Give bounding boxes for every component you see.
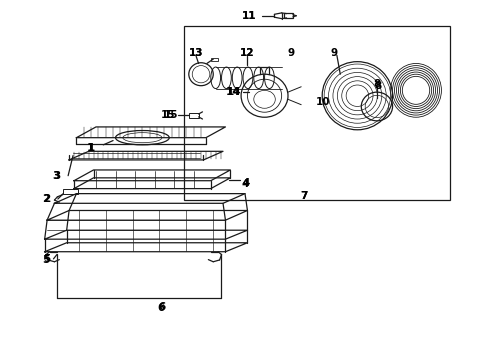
Text: 15: 15 bbox=[161, 110, 175, 120]
Text: 14: 14 bbox=[225, 87, 240, 97]
Text: 10: 10 bbox=[316, 97, 330, 107]
Text: 7: 7 bbox=[300, 191, 307, 201]
Text: 7: 7 bbox=[300, 191, 307, 201]
Text: 6: 6 bbox=[158, 302, 166, 312]
Text: 8: 8 bbox=[375, 81, 382, 91]
Text: 3: 3 bbox=[52, 171, 59, 181]
Text: 12: 12 bbox=[240, 48, 255, 58]
Text: 13: 13 bbox=[189, 48, 203, 58]
Text: 2: 2 bbox=[44, 194, 51, 204]
Text: 9: 9 bbox=[288, 48, 295, 58]
Text: 1: 1 bbox=[87, 143, 95, 153]
Bar bbox=[211, 58, 218, 61]
Text: 9: 9 bbox=[330, 48, 338, 58]
Text: 4: 4 bbox=[241, 179, 249, 189]
Text: 15: 15 bbox=[164, 110, 178, 120]
Text: 3: 3 bbox=[53, 171, 60, 181]
Text: 4: 4 bbox=[242, 178, 250, 188]
Bar bbox=[184, 26, 450, 200]
Bar bbox=[284, 13, 293, 18]
Text: 2: 2 bbox=[43, 194, 50, 204]
Text: 1: 1 bbox=[87, 143, 94, 153]
Text: 14: 14 bbox=[227, 87, 242, 97]
Text: 12: 12 bbox=[240, 48, 255, 58]
Text: 5: 5 bbox=[43, 255, 50, 265]
Bar bbox=[189, 113, 198, 118]
Text: 11: 11 bbox=[242, 11, 256, 21]
Text: 13: 13 bbox=[189, 48, 203, 58]
Text: 8: 8 bbox=[373, 79, 381, 89]
Text: 5: 5 bbox=[44, 254, 51, 264]
Text: 6: 6 bbox=[157, 303, 165, 313]
Bar bbox=[63, 189, 78, 194]
Text: 11: 11 bbox=[242, 11, 256, 21]
